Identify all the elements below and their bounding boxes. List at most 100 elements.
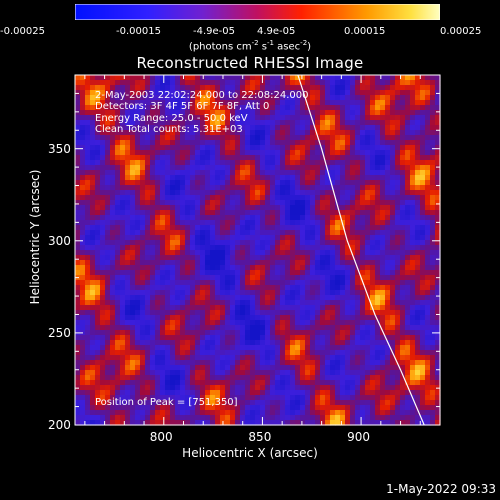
heatmap-cell [255, 120, 261, 126]
heatmap-cell [310, 340, 316, 346]
heatmap-cell [435, 295, 441, 301]
heatmap-cell [370, 230, 376, 236]
heatmap-cell [165, 270, 171, 276]
heatmap-cell [310, 110, 316, 116]
heatmap-cell [345, 235, 351, 241]
heatmap-cell [235, 380, 241, 386]
heatmap-cell [380, 325, 386, 331]
heatmap-cell [425, 265, 431, 271]
heatmap-cell [125, 110, 131, 116]
heatmap-cell [415, 325, 421, 331]
heatmap-cell [175, 385, 181, 391]
heatmap-cell [320, 340, 326, 346]
heatmap-cell [120, 245, 126, 251]
heatmap-cell [145, 175, 151, 181]
heatmap-cell [290, 100, 296, 106]
heatmap-cell [140, 165, 146, 171]
heatmap-cell [195, 285, 201, 291]
heatmap-cell [410, 225, 416, 231]
heatmap-cell [125, 285, 131, 291]
heatmap-cell [365, 405, 371, 411]
heatmap-cell [405, 340, 411, 346]
heatmap-cell [205, 130, 211, 136]
heatmap-cell [420, 405, 426, 411]
heatmap-cell [370, 235, 376, 241]
heatmap-cell [410, 165, 416, 171]
heatmap-cell [430, 345, 436, 351]
heatmap-cell [275, 275, 281, 281]
heatmap-cell [180, 205, 186, 211]
heatmap-cell [195, 190, 201, 196]
heatmap-cell [310, 85, 316, 91]
heatmap-cell [85, 260, 91, 266]
heatmap-cell [270, 355, 276, 361]
heatmap-cell [220, 80, 226, 86]
heatmap-cell [435, 360, 441, 366]
heatmap-cell [260, 215, 266, 221]
heatmap-cell [80, 110, 86, 116]
heatmap-cell [75, 185, 81, 191]
heatmap-cell [375, 320, 381, 326]
heatmap-cell [330, 215, 336, 221]
heatmap-cell [430, 225, 436, 231]
heatmap-cell [135, 375, 141, 381]
heatmap-cell [295, 305, 301, 311]
heatmap-cell [145, 285, 151, 291]
heatmap-cell [400, 160, 406, 166]
heatmap-cell [295, 105, 301, 111]
heatmap-cell [405, 305, 411, 311]
heatmap-cell [430, 270, 436, 276]
heatmap-cell [160, 355, 166, 361]
heatmap-cell [135, 250, 141, 256]
heatmap-cell [395, 410, 401, 416]
heatmap-cell [345, 405, 351, 411]
heatmap-cell [110, 105, 116, 111]
heatmap-cell [340, 320, 346, 326]
heatmap-cell [270, 310, 276, 316]
heatmap-cell [160, 165, 166, 171]
heatmap-cell [405, 235, 411, 241]
heatmap-cell [435, 365, 441, 371]
heatmap-cell [120, 150, 126, 156]
heatmap-cell [80, 355, 86, 361]
heatmap-cell [120, 210, 126, 216]
heatmap-cell [75, 345, 81, 351]
heatmap-cell [345, 155, 351, 161]
heatmap-cell [240, 375, 246, 381]
heatmap-cell [335, 305, 341, 311]
heatmap-cell [250, 355, 256, 361]
heatmap-cell [360, 75, 366, 81]
heatmap-cell [210, 250, 216, 256]
heatmap-cell [395, 120, 401, 126]
heatmap-cell [80, 280, 86, 286]
heatmap-cell [360, 215, 366, 221]
heatmap-cell [360, 110, 366, 116]
heatmap-cell [315, 320, 321, 326]
heatmap-cell [150, 340, 156, 346]
heatmap-cell [170, 400, 176, 406]
heatmap-cell [320, 120, 326, 126]
heatmap-cell [355, 240, 361, 246]
heatmap-cell [115, 240, 121, 246]
heatmap-cell [180, 260, 186, 266]
heatmap-cell [360, 290, 366, 296]
heatmap-cell [300, 205, 306, 211]
heatmap-cell [125, 270, 131, 276]
heatmap-cell [315, 360, 321, 366]
heatmap-cell [355, 155, 361, 161]
heatmap-cell [225, 125, 231, 131]
heatmap-cell [210, 380, 216, 386]
heatmap-cell [265, 185, 271, 191]
heatmap-cell [315, 160, 321, 166]
heatmap-cell [250, 120, 256, 126]
heatmap-cell [200, 240, 206, 246]
heatmap-cell [355, 390, 361, 396]
heatmap-cell [245, 270, 251, 276]
heatmap-cell [435, 160, 441, 166]
heatmap-cell [295, 350, 301, 356]
heatmap-cell [155, 375, 161, 381]
heatmap-cell [130, 280, 136, 286]
heatmap-cell [90, 290, 96, 296]
heatmap-cell [100, 160, 106, 166]
heatmap-cell [125, 290, 131, 296]
